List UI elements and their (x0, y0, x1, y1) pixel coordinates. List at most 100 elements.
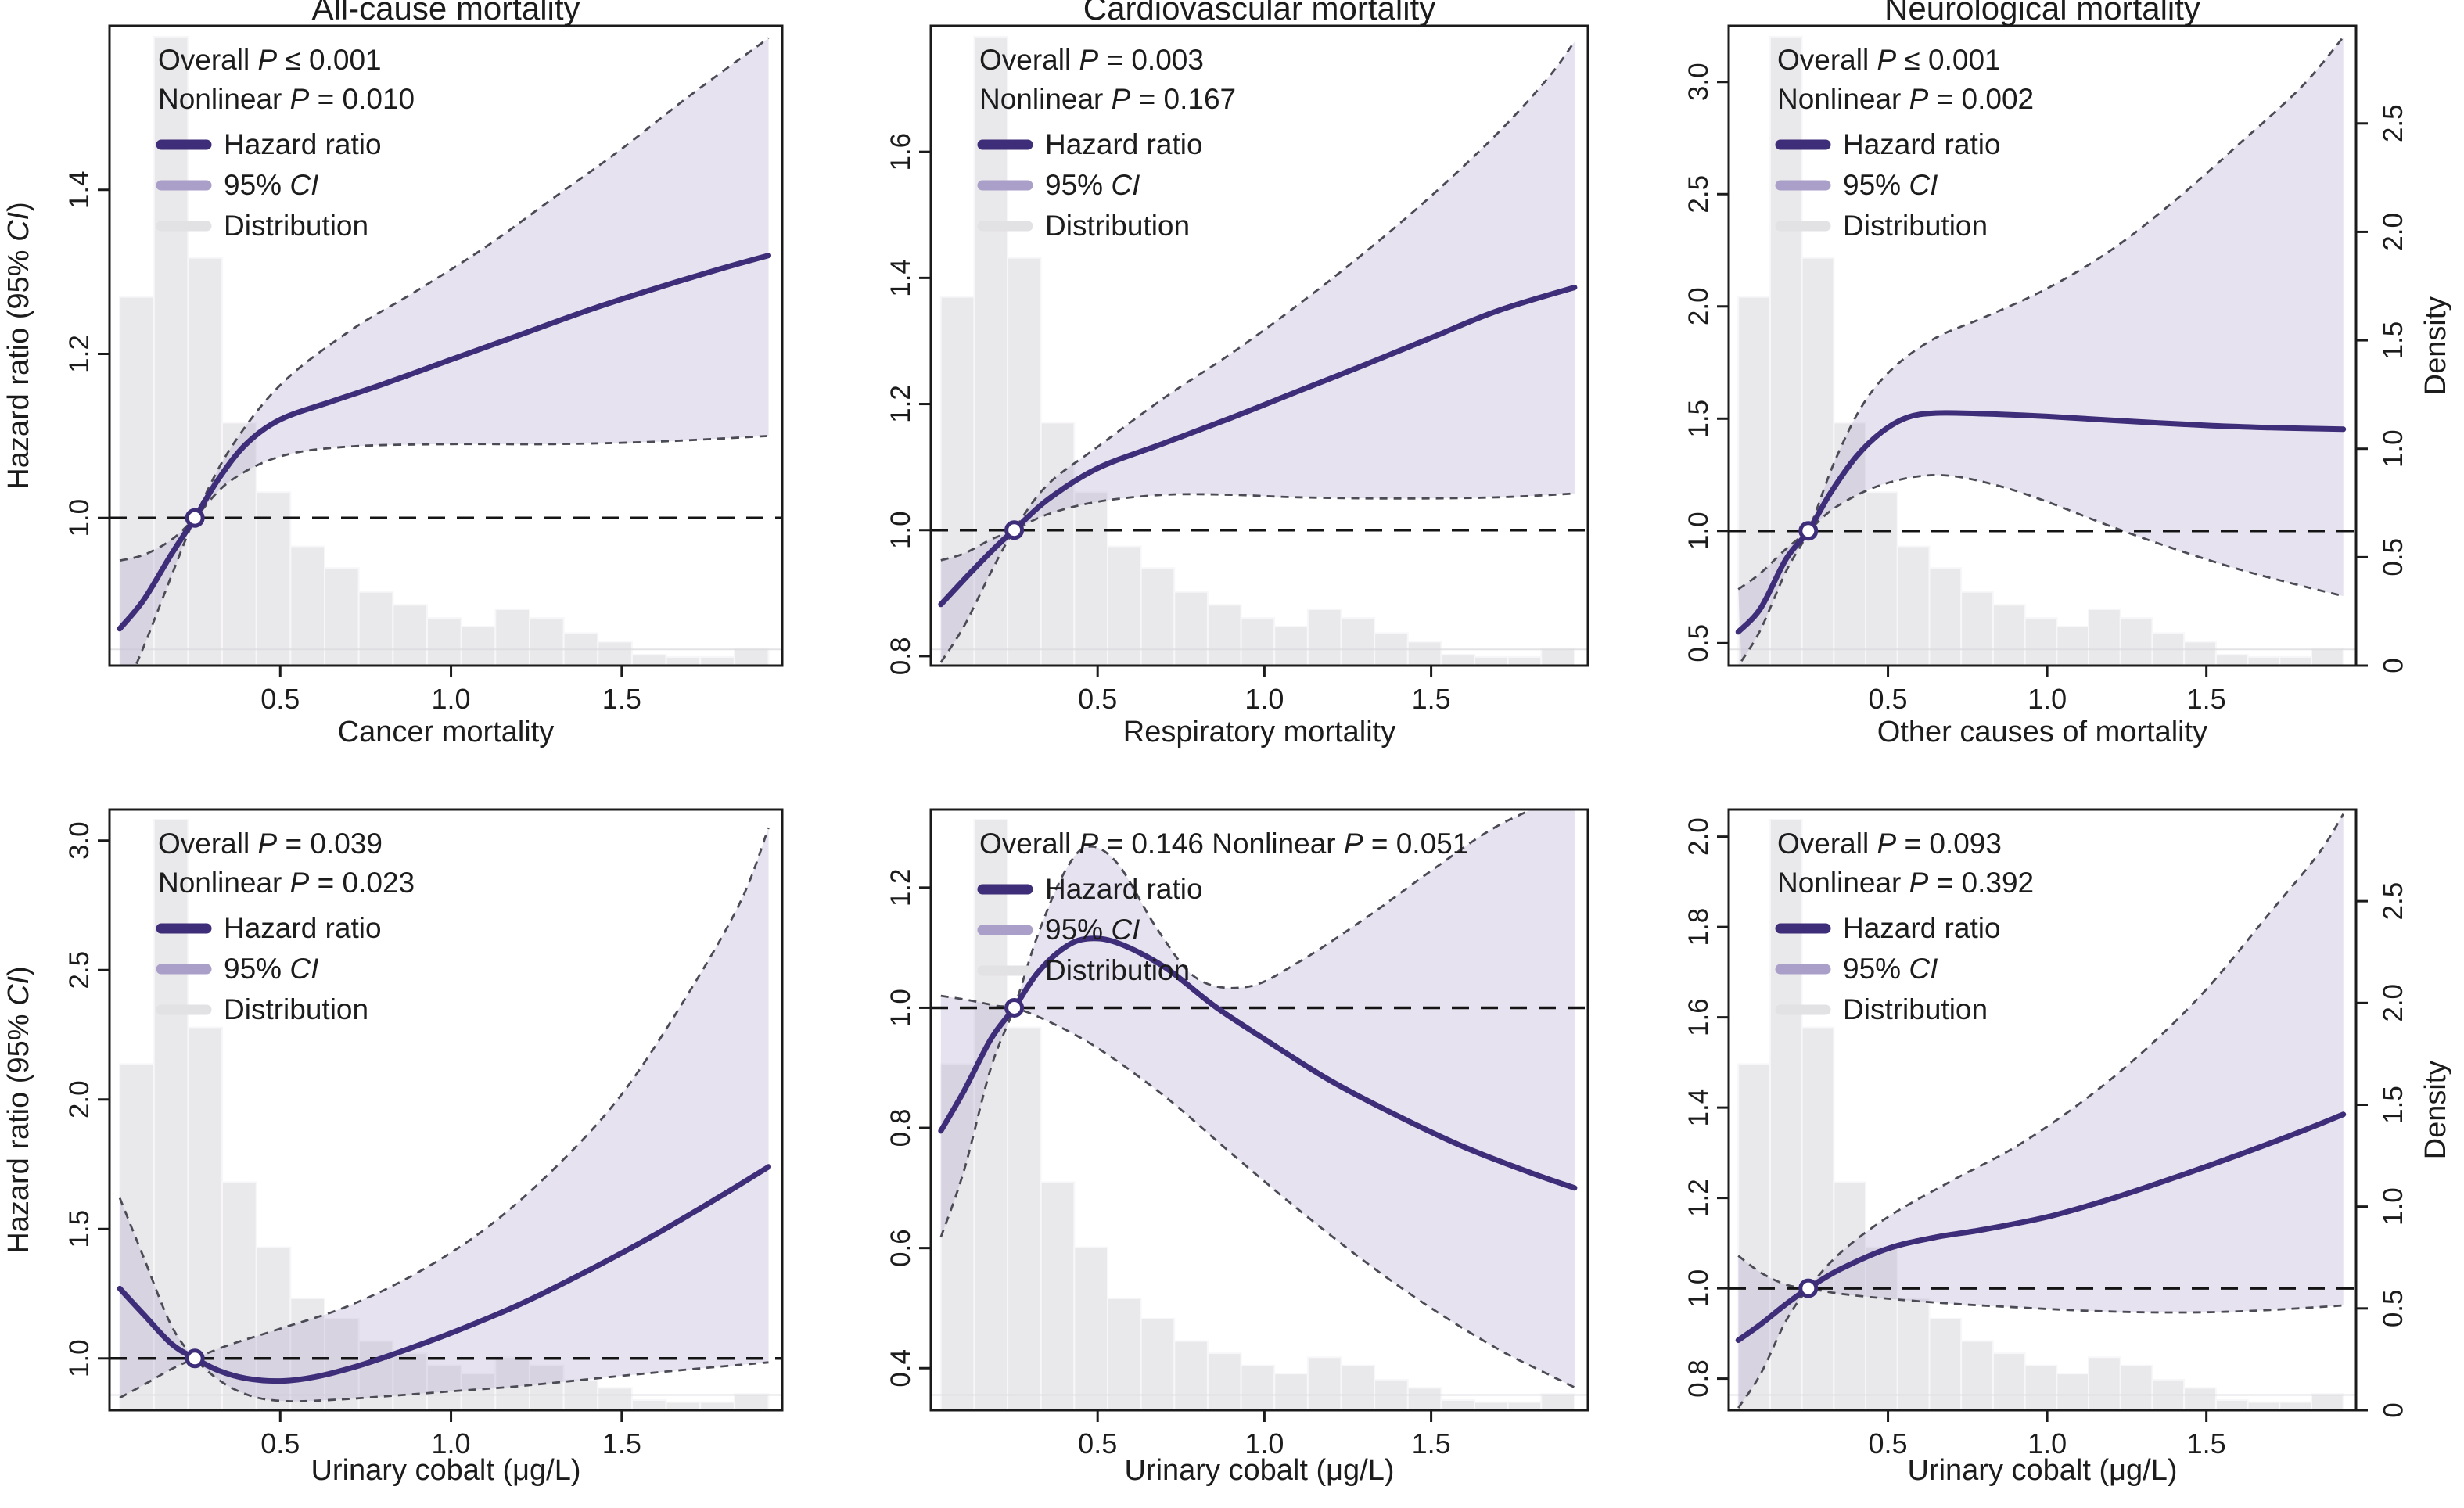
histogram-bar (494, 608, 530, 666)
histogram-bar (2088, 608, 2121, 666)
density-tick-label: 1.5 (2378, 1086, 2408, 1124)
y-tick-label: 1.5 (1683, 400, 1714, 438)
histogram-bar (1865, 1246, 1898, 1410)
histogram-bar (2183, 641, 2217, 666)
plot-area (1729, 35, 2356, 666)
histogram-bar (289, 545, 326, 666)
y-tick-label: 0.8 (885, 1109, 916, 1147)
legend-hazard-ratio-label: Hazard ratio (224, 912, 382, 944)
p-value-text: Overall P ≤ 0.001 (158, 44, 382, 76)
plot-area (931, 35, 1588, 666)
histogram-bar (1140, 567, 1176, 666)
histogram-bar (528, 616, 565, 666)
histogram-bar (1474, 655, 1509, 666)
panel-border (929, 24, 1589, 667)
legend-95ci-label: 95% CI (224, 953, 318, 985)
y-tick-label: 1.0 (1683, 1269, 1714, 1308)
histogram-bar (1073, 1246, 1108, 1410)
histogram-bar (733, 647, 770, 666)
legend-hazard-ratio-label: Hazard ratio (1843, 912, 2001, 944)
legend-distribution-label: Distribution (224, 210, 368, 242)
histogram-bar (699, 1401, 735, 1410)
y-tick-label: 2.0 (64, 1080, 95, 1118)
density-tick-label: 0.5 (2378, 538, 2408, 576)
histogram-bar (1140, 1317, 1176, 1410)
y-tick-label: 2.5 (1683, 175, 1714, 214)
y-tick-label: 0.8 (1683, 1359, 1714, 1398)
ci-bound-dashed (1737, 813, 2344, 1409)
ci-band (940, 810, 1575, 1388)
hazard-ratio-curve (117, 253, 771, 632)
ci-bound-dashed (119, 435, 769, 562)
histogram-bar (187, 257, 224, 666)
histogram-bar (1073, 491, 1108, 666)
hazard-ratio-curve (938, 935, 1578, 1191)
y-tick-label: 1.4 (885, 259, 916, 297)
legend: Hazard ratio 95% CI Distribution (156, 128, 382, 242)
histogram-bar (119, 1063, 155, 1410)
histogram-bar (2311, 1393, 2344, 1410)
legend-distribution-label: Distribution (1045, 210, 1190, 242)
distribution-histogram (1737, 35, 2344, 666)
histogram-bar (1992, 1352, 2026, 1410)
histogram-bar (973, 819, 1009, 1410)
y-tick-label: 1.2 (885, 869, 916, 907)
y-tick-label: 1.6 (885, 133, 916, 171)
histogram-bar (426, 1364, 462, 1410)
y-tick-label: 1.2 (64, 335, 95, 373)
legend-distribution-label: Distribution (1045, 954, 1190, 986)
y-tick-label: 0.6 (885, 1229, 916, 1267)
histogram-bar (665, 1401, 702, 1410)
histogram-bar (597, 641, 633, 666)
legend-hazard-ratio-label: Hazard ratio (1045, 128, 1203, 160)
panel-title: All-cause mortality (311, 0, 580, 27)
x-tick-label: 1.5 (1412, 1427, 1451, 1460)
histogram-bar (1040, 422, 1076, 666)
density-tick-label: 1.0 (2378, 429, 2408, 468)
histogram-bar (1240, 1364, 1276, 1410)
legend: Hazard ratio 95% CI Distribution (1775, 128, 2001, 242)
histogram-bar (1960, 1340, 1994, 1410)
histogram-bar (1440, 654, 1476, 666)
hazard-ratio-curve (938, 285, 1578, 608)
hazard-ratio-curve (1735, 410, 2347, 635)
reference-point (1004, 520, 1025, 540)
p-value-text: Overall P = 0.039 (158, 828, 383, 860)
legend: Hazard ratio 95% CI Distribution (977, 128, 1203, 242)
density-tick-label: 2.5 (2378, 882, 2408, 921)
histogram-bar (1896, 545, 1931, 666)
p-value-text: Nonlinear P = 0.392 (1777, 867, 2034, 899)
histogram-bar (1960, 591, 1994, 666)
y-tick-label: 1.0 (64, 499, 95, 537)
histogram-bar (2247, 655, 2281, 666)
p-value-text: Nonlinear P = 0.010 (158, 83, 415, 115)
plot-area (931, 810, 1588, 1410)
histogram-bar (2214, 654, 2249, 666)
density-tick-label: 0 (2378, 658, 2408, 673)
legend-hazard-ratio-label: Hazard ratio (1045, 873, 1203, 905)
legend-distribution-label: Distribution (1843, 993, 1988, 1025)
histogram-bar (324, 567, 360, 666)
legend-distribution-label: Distribution (224, 993, 368, 1025)
histogram-bar (2119, 1364, 2153, 1410)
histogram-bar (1406, 641, 1442, 666)
panel-border (108, 24, 784, 667)
histogram-bar (1737, 1063, 1771, 1410)
histogram-bar (1007, 257, 1042, 666)
legend-distribution-label: Distribution (1843, 210, 1988, 242)
x-tick-label: 0.5 (1078, 683, 1117, 715)
between-row-label: Respiratory mortality (1123, 716, 1395, 749)
panel-cardiovascular: 0.8 1.0 1.2 1.4 1.6 0.5 1.0 1.5 Cardiovascular m… (885, 0, 1589, 749)
x-tick-label: 1.0 (2028, 683, 2067, 715)
histogram-bar (1273, 1373, 1309, 1410)
x-tick-label: 0.5 (1078, 1427, 1117, 1460)
distribution-histogram (119, 819, 770, 1410)
density-tick-label: 1.0 (2378, 1187, 2408, 1226)
histogram-bar (1865, 491, 1898, 666)
x-tick-label: 0.5 (260, 1427, 300, 1460)
y-tick-label: 1.2 (1683, 1179, 1714, 1217)
p-value-text: Overall P = 0.003 (979, 44, 1204, 76)
histogram-bar (1340, 1364, 1376, 1410)
histogram-bar (1173, 591, 1209, 666)
